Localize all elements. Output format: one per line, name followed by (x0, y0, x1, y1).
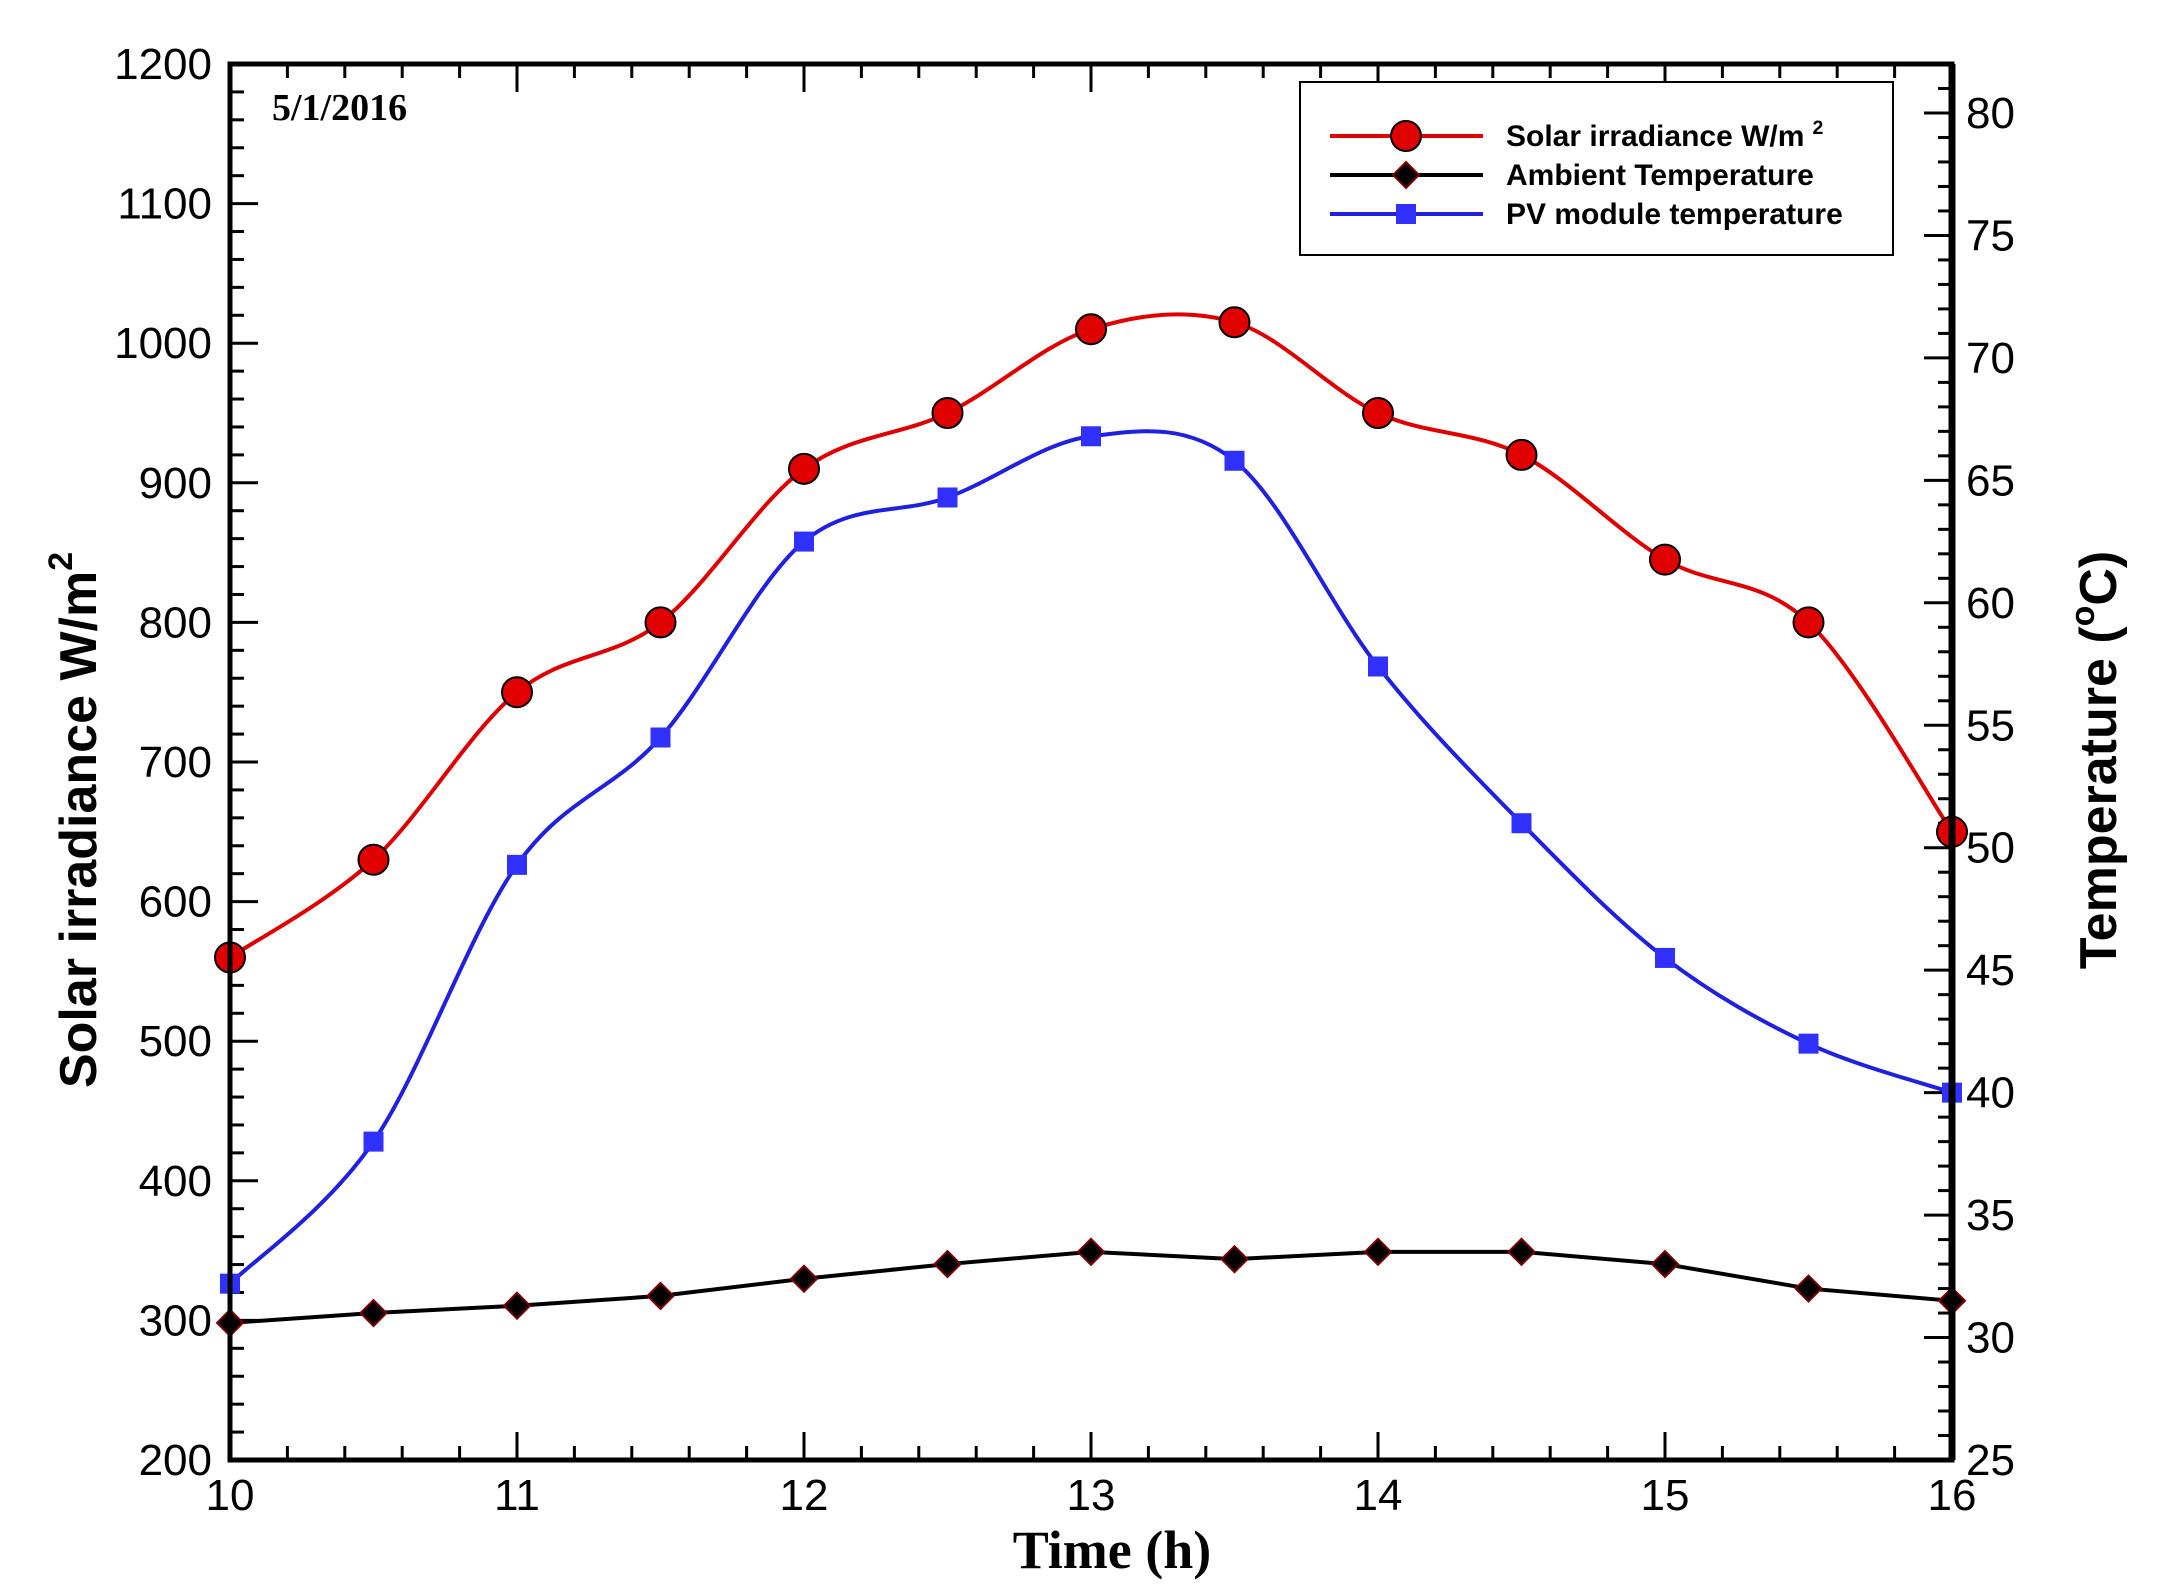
y-right-tick-label: 40 (1966, 1069, 2015, 1118)
y-left-tick-label: 700 (139, 738, 212, 787)
data-point (1798, 1033, 1819, 1054)
y-right-tick-label: 55 (1966, 701, 2015, 750)
data-point (1218, 306, 1251, 339)
x-tick-label: 15 (1641, 1471, 1690, 1520)
data-point (646, 1281, 675, 1311)
date-label: 5/1/2016 (272, 87, 407, 129)
legend-entry: Ambient Temperature (1330, 159, 1814, 192)
x-tick-label: 14 (1354, 1471, 1403, 1520)
legend-items: Solar irradiance W/m 2 Ambient Temperature… (1330, 117, 1843, 231)
x-tick-label: 16 (1928, 1471, 1977, 1520)
y-right-tick-label: 25 (1966, 1436, 2015, 1485)
y-right-tick-label: 50 (1966, 824, 2015, 873)
legend-label-sup: 2 (1812, 117, 1823, 139)
y-left-tick-label: 1100 (117, 180, 212, 229)
data-point (1794, 1274, 1823, 1303)
data-point (1076, 1237, 1106, 1267)
data-point (357, 843, 390, 876)
y-right-tick-label: 75 (1966, 211, 2015, 260)
x-tick-label: 11 (494, 1471, 540, 1520)
y-right-title-deg: o (2064, 606, 2102, 627)
data-point (1505, 438, 1538, 471)
data-point (937, 487, 958, 508)
data-point (644, 606, 677, 639)
tick-labels: 10 11 12 13 14 15 16 200 300 400 500 600 700 800 900 10… (114, 40, 2015, 1520)
data-point (1075, 313, 1107, 346)
data-point (789, 1264, 819, 1294)
data-point (363, 1131, 384, 1152)
y-right-tick-label: 35 (1966, 1191, 2015, 1240)
data-point (1220, 1244, 1249, 1274)
x-tick-label: 10 (206, 1471, 255, 1520)
data-point (1363, 1237, 1393, 1267)
data-point (1649, 543, 1681, 576)
legend-label: Ambient Temperature (1506, 159, 1814, 192)
y-right-axis-title: Temperature (oC) (2064, 551, 2128, 969)
data-point (650, 727, 671, 748)
y-right-tick-label: 70 (1966, 334, 2015, 383)
y-right-tick-label: 30 (1966, 1314, 2015, 1363)
legend-marker (1396, 204, 1416, 224)
y-right-tick-label: 80 (1966, 89, 2015, 138)
legend-entry: PV module temperature (1330, 198, 1843, 231)
legend: Solar irradiance W/m 2 Ambient Temperature… (1299, 81, 1894, 256)
data-point (1081, 426, 1101, 447)
data-point (501, 676, 533, 709)
x-axis-title: Time (h) (1013, 1520, 1212, 1580)
y-left-title-text: Solar irradiance W/m (50, 571, 108, 1088)
data-point (788, 452, 820, 485)
data-point (1507, 1237, 1536, 1267)
data-point (1368, 656, 1388, 677)
y-left-axis-title: Solar irradiance W/m2 (42, 552, 108, 1088)
series-ambient-temperature (215, 1237, 1967, 1338)
data-point (1650, 1249, 1680, 1279)
y-left-tick-label: 500 (139, 1017, 212, 1066)
data-point (1224, 450, 1245, 471)
x-tick-label: 12 (780, 1471, 829, 1520)
y-left-tick-label: 600 (139, 878, 212, 927)
y-left-tick-label: 300 (139, 1296, 212, 1345)
y-left-tick-label: 200 (139, 1436, 212, 1485)
y-right-tick-label: 60 (1966, 579, 2015, 628)
legend-label: PV module temperature (1506, 198, 1843, 231)
data-point (1511, 813, 1532, 834)
y-left-tick-label: 800 (139, 598, 212, 647)
y-right-tick-label: 45 (1966, 946, 2015, 995)
data-point (1792, 606, 1825, 639)
y-left-tick-label: 400 (139, 1157, 212, 1206)
y-left-tick-label: 1000 (114, 319, 212, 368)
series-line (228, 312, 1954, 960)
y-left-title-sup: 2 (42, 552, 80, 571)
y-right-tick-label: 65 (1966, 456, 2015, 505)
data-point (933, 1249, 962, 1279)
y-right-title-text: Temperature ( (2070, 626, 2128, 970)
data-point (931, 397, 964, 429)
legend-marker (1391, 160, 1421, 190)
y-right-title-unit: C) (2070, 551, 2128, 606)
data-point (502, 1291, 532, 1321)
data-point (507, 854, 527, 875)
legend-entry: Solar irradiance W/m 2 (1330, 117, 1823, 153)
data-point (1362, 397, 1394, 429)
data-point (1655, 947, 1675, 968)
series-layer (214, 306, 1968, 1338)
series-line (228, 429, 1953, 1286)
y-left-tick-label: 1200 (114, 40, 212, 89)
legend-label: Solar irradiance W/m 2 (1506, 117, 1823, 153)
data-point (794, 531, 814, 552)
x-tick-label: 13 (1067, 1471, 1116, 1520)
series-solar-irradiance-w-m (214, 306, 1968, 974)
legend-marker (1390, 120, 1422, 152)
data-point (359, 1298, 388, 1328)
series-pv-module-temperature (220, 426, 1962, 1294)
y-left-tick-label: 900 (139, 459, 212, 508)
